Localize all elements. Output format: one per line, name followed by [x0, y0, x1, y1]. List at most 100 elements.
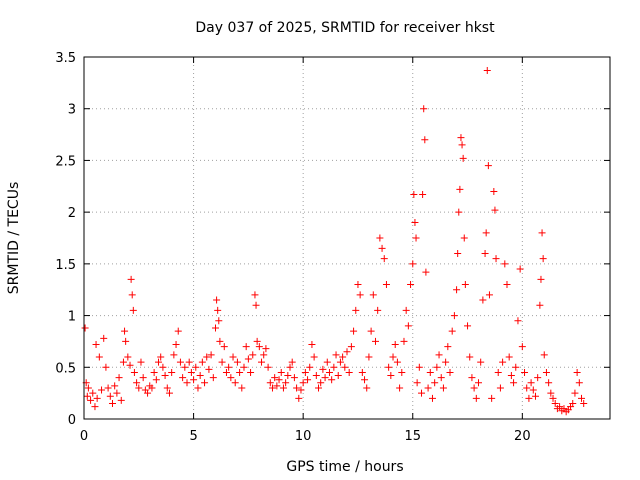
data-point	[481, 250, 489, 258]
data-point	[435, 351, 443, 359]
data-point	[505, 353, 513, 361]
data-point	[442, 358, 450, 366]
data-point	[264, 363, 272, 371]
data-point	[413, 379, 421, 387]
data-point	[332, 351, 340, 359]
data-point	[485, 291, 493, 299]
data-point	[119, 358, 127, 366]
data-point	[470, 384, 478, 392]
data-point	[459, 154, 467, 162]
data-point	[231, 379, 239, 387]
data-point	[83, 392, 91, 400]
plot-frame	[83, 56, 611, 420]
data-point	[233, 358, 241, 366]
data-point	[293, 384, 301, 392]
data-point	[549, 394, 557, 402]
data-point	[468, 374, 476, 382]
data-point	[354, 281, 362, 289]
data-point	[222, 368, 230, 376]
data-point	[161, 372, 169, 380]
data-point	[252, 301, 260, 309]
data-point	[580, 399, 588, 407]
y-axis-label: SRMTID / TECUs	[6, 182, 22, 295]
data-point	[571, 389, 579, 397]
data-point	[277, 368, 285, 376]
data-point	[507, 372, 515, 380]
data-point	[297, 386, 305, 394]
data-point	[299, 379, 307, 387]
data-point	[534, 374, 542, 382]
data-point	[499, 358, 507, 366]
data-point	[521, 368, 529, 376]
data-point	[531, 392, 539, 400]
data-point	[410, 191, 418, 199]
data-point	[343, 348, 351, 356]
chart-title: Day 037 of 2025, SRMTID for receiver hks…	[195, 20, 495, 36]
data-point	[420, 105, 428, 113]
data-point	[540, 351, 548, 359]
data-point	[448, 327, 456, 335]
data-point	[198, 358, 206, 366]
data-point	[455, 208, 463, 216]
data-point	[479, 296, 487, 304]
data-point	[185, 358, 193, 366]
data-point	[205, 365, 213, 373]
data-point	[126, 361, 134, 369]
data-point	[213, 296, 221, 304]
data-point	[133, 379, 141, 387]
data-point	[284, 372, 292, 380]
data-point	[488, 394, 496, 402]
data-point	[490, 187, 498, 195]
data-point	[456, 185, 464, 193]
data-point	[266, 379, 274, 387]
data-point	[363, 384, 371, 392]
data-point	[117, 396, 125, 404]
y-tick-label: 2	[68, 206, 76, 221]
data-point	[168, 368, 176, 376]
data-point	[255, 343, 263, 351]
data-point	[376, 234, 384, 242]
x-tick-label: 10	[295, 429, 312, 444]
y-tick-label: 3	[68, 103, 76, 118]
data-point	[130, 368, 138, 376]
data-point	[179, 374, 187, 382]
data-point	[352, 306, 360, 314]
data-point	[319, 365, 327, 373]
data-point	[387, 372, 395, 380]
data-point	[212, 324, 219, 332]
data-point	[113, 389, 121, 397]
data-point	[358, 368, 366, 376]
data-point	[494, 368, 502, 376]
data-point	[172, 341, 180, 349]
data-point	[512, 363, 520, 371]
data-point	[538, 229, 546, 237]
x-tick-label: 5	[189, 429, 197, 444]
data-point	[514, 317, 522, 325]
data-point	[433, 363, 441, 371]
data-point	[402, 306, 410, 314]
data-point	[187, 368, 195, 376]
data-point	[135, 384, 143, 392]
data-point	[104, 384, 112, 392]
data-point	[108, 399, 116, 407]
data-point	[537, 275, 545, 283]
data-point	[258, 358, 266, 366]
data-point	[325, 368, 333, 376]
data-point	[262, 345, 270, 353]
data-point	[527, 379, 535, 387]
data-point	[251, 291, 259, 299]
data-point	[412, 234, 420, 242]
data-point	[501, 260, 509, 268]
data-point	[236, 368, 244, 376]
data-point	[203, 353, 211, 361]
data-point	[356, 291, 364, 299]
data-point	[127, 275, 135, 283]
data-point	[446, 368, 454, 376]
data-point	[253, 337, 261, 345]
data-point	[137, 358, 145, 366]
data-point	[371, 337, 379, 345]
data-point	[93, 394, 101, 402]
data-point	[382, 281, 390, 289]
data-point	[492, 255, 500, 263]
